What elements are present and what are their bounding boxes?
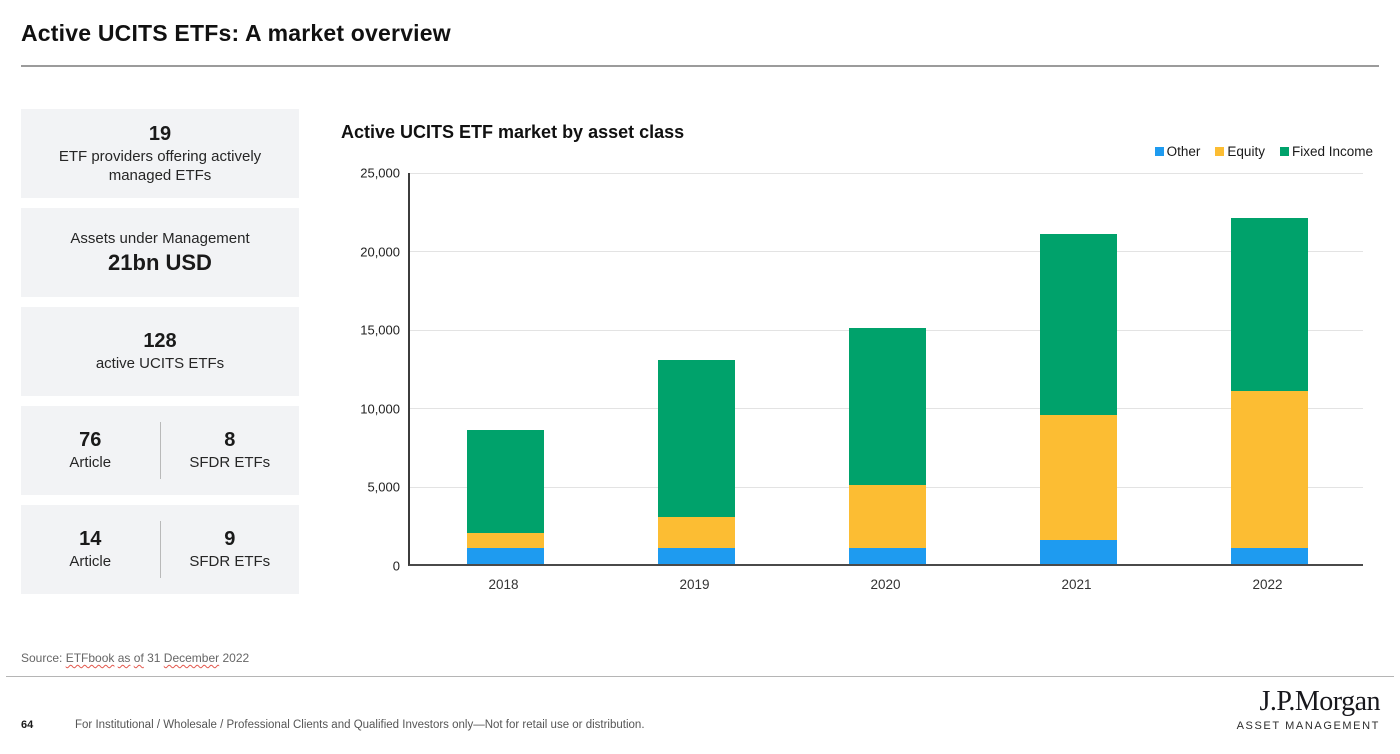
stat-article9-left: 14 Article [21,509,160,590]
stats-sidebar: 19 ETF providers offering actively manag… [21,109,299,594]
stat-card-aum: Assets under Management 21bn USD [21,208,299,297]
bar-segment-2018-fixed-income [467,430,544,533]
y-axis-tick-label: 0 [392,558,400,574]
stat-card-providers: 19 ETF providers offering actively manag… [21,109,299,198]
stat-article9-value: 14 [79,528,102,551]
jpmorgan-wordmark: J.P.Morgan [1259,686,1380,717]
stat-card-active-etfs: 128 active UCITS ETFs [21,307,299,396]
jpmorgan-logo: J.P.Morgan ASSET MANAGEMENT [1236,686,1381,733]
source-text: Source: [21,651,66,665]
legend-swatch-icon [1279,147,1289,156]
stat-card-article9: 14 Article 9 SFDR ETFs [21,505,299,594]
bar-segment-2019-equity [658,516,735,549]
stat-article9-sfdr-label: SFDR ETFs [189,553,271,571]
stat-aum-label: Assets under Management [70,230,250,247]
bar-stack-2018 [467,430,544,564]
gridline [410,172,1363,174]
x-axis-tick-label: 2020 [870,577,901,592]
legend-swatch-icon [1154,147,1164,156]
vertical-divider [159,422,161,479]
vertical-divider [159,521,161,578]
page-title: Active UCITS ETFs: A market overview [21,20,451,46]
bar-segment-2020-other [849,548,926,564]
footer-divider [6,676,1394,677]
bar-segment-2022-other [1231,548,1308,564]
stat-providers-value: 19 [148,122,172,145]
bar-segment-2021-fixed-income [1040,233,1117,415]
source-text: 31 [143,651,164,665]
bar-segment-2022-fixed-income [1231,218,1308,392]
bar-segment-2018-other [467,548,544,564]
stat-article8-sfdr-value: 8 [224,429,236,452]
bar-segment-2020-fixed-income [849,328,926,486]
legend-label: Other [1166,144,1201,159]
stat-article8-value: 76 [79,429,102,452]
legend-label: Fixed Income [1291,144,1373,159]
y-axis-tick-label: 10,000 [360,401,400,417]
bar-segment-2018-equity [467,532,544,549]
stat-active-etfs-value: 128 [143,330,177,353]
stat-article9-sfdr-value: 9 [224,528,236,551]
source-word-squiggled: as [117,651,131,665]
bar-segment-2022-equity [1231,391,1308,549]
bar-segment-2019-other [658,548,735,564]
source-note: Source: ETFbook as of 31 December 2022 [21,651,249,665]
source-word-squiggled: December [163,651,220,665]
stat-article9-label: Article [69,553,112,571]
stat-article8-label: Article [69,454,112,472]
y-axis-tick-label: 5,000 [367,479,400,495]
stat-providers-label: ETF providers offering actively managed … [58,147,262,185]
bar-stack-2022 [1231,218,1308,564]
title-divider [21,65,1379,67]
chart-title: Active UCITS ETF market by asset class [341,122,685,142]
y-axis-tick-label: 20,000 [360,244,400,260]
bar-segment-2020-equity [849,485,926,549]
bar-segment-2021-equity [1040,414,1117,541]
source-word-squiggled: ETFbook [65,651,115,665]
source-word-squiggled: of [133,651,144,665]
y-axis-tick-label: 15,000 [360,322,400,338]
footer-disclaimer: For Institutional / Wholesale / Professi… [75,719,645,731]
x-axis-tick-label: 2022 [1252,577,1283,592]
source-text: 2022 [219,651,250,665]
bar-stack-2021 [1040,233,1117,564]
y-axis-tick-label: 25,000 [360,165,400,181]
x-axis-tick-label: 2018 [488,577,519,592]
stat-aum-value: 21bn USD [108,249,212,275]
legend-item-equity: Equity [1215,144,1265,159]
asset-management-label: ASSET MANAGEMENT [1236,720,1380,732]
legend-label: Equity [1227,144,1265,159]
stat-article8-right: 8 SFDR ETFs [161,410,300,491]
gridline [410,251,1363,253]
x-axis-tick-label: 2019 [679,577,710,592]
stat-card-article8: 76 Article 8 SFDR ETFs [21,406,299,495]
legend-item-fixed-income: Fixed Income [1279,144,1373,159]
stat-active-etfs-label: active UCITS ETFs [95,355,225,373]
chart-legend: Other Equity Fixed Income [1154,144,1373,159]
bar-segment-2021-other [1040,540,1117,564]
stat-article8-sfdr-label: SFDR ETFs [189,454,271,472]
stat-article8-left: 76 Article [21,410,160,491]
legend-swatch-icon [1215,147,1225,156]
chart-plot-area [408,172,1363,566]
stat-article9-right: 9 SFDR ETFs [161,509,300,590]
bar-stack-2019 [658,359,735,564]
legend-item-other: Other [1154,144,1201,159]
bar-stack-2020 [849,328,926,564]
bar-segment-2019-fixed-income [658,359,735,517]
x-axis-tick-label: 2021 [1061,577,1092,592]
page-number: 64 [21,719,34,731]
